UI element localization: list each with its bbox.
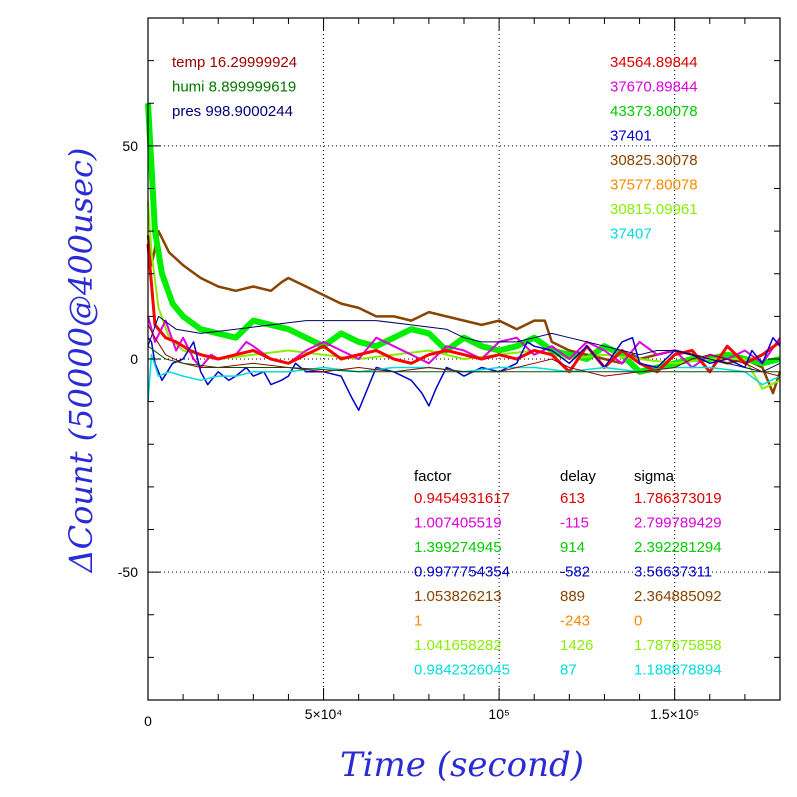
stats-cell-factor: 1.007405519 bbox=[414, 515, 502, 532]
stats-cell-sigma: 0 bbox=[634, 613, 642, 630]
stats-cell-factor: 1 bbox=[414, 613, 422, 630]
stats-cell-sigma: 3.56637311 bbox=[634, 564, 712, 581]
x-tick-label: 1.5×10⁵ bbox=[650, 706, 699, 722]
stats-cell-factor: 0.9977754354 bbox=[414, 564, 510, 581]
series-line bbox=[146, 243, 781, 374]
baseline-label: 30815.09961 bbox=[610, 201, 698, 218]
stats-cell-sigma: 1.188878894 bbox=[634, 662, 722, 679]
stats-cell-delay: 87 bbox=[560, 662, 577, 679]
stats-header-factor: factor bbox=[414, 468, 452, 485]
x-tick-label: 0 bbox=[144, 713, 152, 729]
stats-cell-sigma: 2.392281294 bbox=[634, 539, 722, 556]
baseline-label: 37577.80078 bbox=[610, 177, 698, 194]
stats-header-sigma: sigma bbox=[634, 468, 675, 485]
y-tick-label: 50 bbox=[122, 138, 138, 154]
y-axis-title: ΔCount (50000@400usec) bbox=[62, 148, 100, 575]
env-label: humi 8.899999619 bbox=[172, 79, 296, 96]
baseline-label: 37407 bbox=[610, 226, 652, 243]
series-line bbox=[147, 201, 781, 390]
stats-cell-delay: 914 bbox=[560, 539, 585, 556]
series-line bbox=[145, 103, 781, 375]
stats-cell-sigma: 2.364885092 bbox=[634, 588, 722, 605]
stats-cell-factor: 0.9842326045 bbox=[414, 662, 510, 679]
annotations: temp 16.29999924 humi 8.899999619 pres 998… bbox=[172, 54, 722, 679]
env-label: temp 16.29999924 bbox=[172, 54, 297, 71]
x-tick-label: 5×10⁴ bbox=[305, 706, 343, 722]
stats-cell-delay: -115 bbox=[560, 515, 589, 532]
stats-cell-delay: 889 bbox=[560, 588, 585, 605]
stats-cell-sigma: 1.786373019 bbox=[634, 490, 722, 507]
tick-marks bbox=[147, 17, 781, 701]
stats-cell-delay: -243 bbox=[560, 613, 590, 630]
baseline-label: 37401 bbox=[610, 128, 652, 145]
y-tick-label: 0 bbox=[130, 351, 138, 367]
baseline-label: 37670.89844 bbox=[610, 79, 698, 96]
baseline-label: 30825.30078 bbox=[610, 152, 698, 169]
stats-cell-factor: 0.9454931617 bbox=[414, 490, 510, 507]
stats-cell-factor: 1.053826213 bbox=[414, 588, 502, 605]
x-tick-label: 10⁵ bbox=[488, 706, 509, 722]
series-line bbox=[147, 324, 781, 377]
baseline-label: 34564.89844 bbox=[610, 54, 698, 71]
baseline-label: 43373.80078 bbox=[610, 103, 698, 120]
stats-cell-sigma: 2.799789429 bbox=[634, 515, 722, 532]
stats-cell-delay: 613 bbox=[560, 490, 585, 507]
series-line bbox=[147, 345, 780, 373]
stats-cell-sigma: 1.787675858 bbox=[634, 637, 722, 654]
y-tick-label: -50 bbox=[118, 564, 138, 580]
stats-cell-delay: -582 bbox=[560, 564, 590, 581]
stats-cell-factor: 1.399274945 bbox=[414, 539, 502, 556]
stats-cell-delay: 1426 bbox=[560, 637, 593, 654]
x-axis-title: Time (second) bbox=[340, 745, 584, 785]
env-label: pres 998.9000244 bbox=[172, 103, 293, 120]
stats-cell-factor: 1.041658282 bbox=[414, 637, 502, 654]
tick-labels: 0 5×10⁴ 10⁵ 1.5×10⁵ 50 0 -50 bbox=[118, 138, 699, 729]
series-line bbox=[147, 315, 781, 373]
series-lines bbox=[145, 103, 782, 411]
stats-header-delay: delay bbox=[560, 468, 596, 485]
